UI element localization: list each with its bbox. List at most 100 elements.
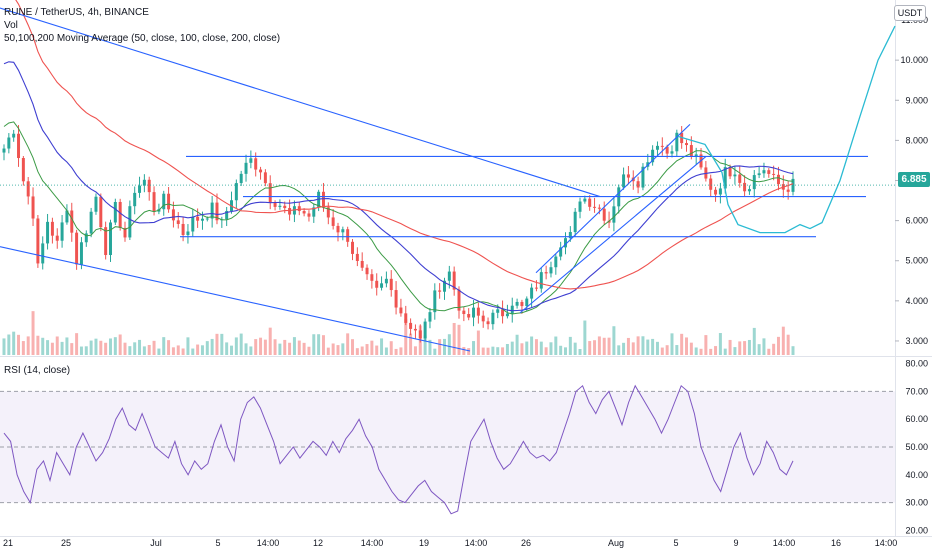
last-price-badge: 6.885	[898, 172, 930, 187]
candle-body	[568, 232, 572, 239]
candle-body	[559, 247, 563, 257]
candle-body	[210, 202, 214, 219]
candle-body	[786, 189, 790, 192]
candle-body	[660, 145, 664, 147]
candle-body	[370, 274, 374, 281]
volume-bar	[617, 345, 621, 355]
volume-bar	[12, 331, 16, 355]
rsi-axis-label: 70.00	[905, 386, 928, 396]
candle-body	[583, 198, 587, 202]
candle-body	[423, 321, 427, 339]
price-axis-label: 6.000	[905, 216, 928, 226]
volume-bar	[534, 339, 538, 355]
volume-bar	[665, 345, 669, 355]
volume-bar	[520, 343, 524, 355]
candle-body	[297, 206, 301, 212]
candle-body	[767, 170, 771, 174]
candle-body	[147, 179, 151, 193]
volume-bar	[622, 342, 626, 355]
candle-body	[249, 158, 253, 163]
candle-body	[341, 229, 345, 233]
volume-bar	[685, 337, 689, 355]
candle-body	[665, 146, 669, 154]
volume-bar	[718, 333, 722, 355]
volume-bar	[588, 341, 592, 355]
volume-bar	[142, 346, 146, 355]
volume-bar	[41, 337, 45, 355]
volume-bar	[200, 345, 204, 355]
volume-bar	[481, 347, 485, 355]
candle-body	[602, 208, 606, 221]
candle-body	[772, 173, 776, 175]
candle-body	[433, 290, 437, 313]
volume-bar	[762, 338, 766, 355]
candle-body	[312, 207, 316, 217]
candle-body	[268, 183, 272, 203]
currency-badge[interactable]: USDT	[894, 5, 926, 21]
descending-trendline-lower	[0, 246, 471, 352]
volume-bar	[326, 347, 330, 355]
volume-bar	[341, 343, 345, 355]
price-axis-label: 5.000	[905, 256, 928, 266]
volume-bar	[496, 347, 500, 355]
volume-bar	[297, 340, 301, 355]
candle-body	[481, 315, 485, 322]
volume-bar	[660, 347, 664, 355]
volume-bar	[738, 341, 742, 355]
volume-bar	[467, 348, 471, 355]
candle-body	[578, 201, 582, 212]
candle-body	[539, 272, 543, 289]
candle-body	[573, 211, 577, 233]
time-axis-label: Aug	[608, 538, 624, 548]
volume-bar	[723, 348, 727, 355]
volume-bar	[254, 339, 258, 355]
time-axis-label: 14:00	[257, 538, 280, 548]
candle-body	[418, 330, 422, 339]
candle-body	[510, 305, 514, 314]
candle-body	[278, 205, 282, 207]
volume-bar	[292, 337, 296, 355]
candle-body	[670, 151, 674, 154]
time-axis-label: 14:00	[465, 538, 488, 548]
candle-body	[113, 201, 117, 223]
volume-bar	[694, 347, 698, 355]
candle-body	[138, 185, 142, 193]
volume-bar	[321, 335, 325, 355]
candle-body	[409, 322, 413, 329]
candle-body	[714, 189, 718, 195]
volume-bar	[462, 347, 466, 355]
candle-body	[655, 145, 659, 150]
volume-bar	[365, 344, 369, 355]
ascending-channel-lower	[519, 156, 707, 314]
ascending-channel-upper	[535, 123, 691, 274]
price-axis-label: 4.000	[905, 296, 928, 306]
candle-body	[65, 210, 69, 223]
candle-body	[79, 242, 83, 265]
rsi-axis-label: 50.00	[905, 442, 928, 452]
candle-body	[41, 243, 45, 264]
rsi-axis-label: 40.00	[905, 470, 928, 480]
volume-bar	[423, 335, 427, 355]
candle-body	[321, 191, 325, 208]
candle-body	[501, 309, 505, 317]
candle-body	[384, 278, 388, 284]
volume-bar	[133, 342, 137, 355]
volume-bar	[389, 341, 393, 355]
candle-body	[346, 229, 350, 242]
volume-bar	[772, 343, 776, 355]
time-axis-label: 14:00	[361, 538, 384, 548]
volume-bar	[525, 341, 529, 355]
volume-bar	[317, 334, 321, 355]
rsi-axis-label: 20.00	[905, 525, 928, 535]
volume-bar	[312, 334, 316, 355]
volume-bar	[26, 336, 30, 355]
volume-bar	[171, 347, 175, 355]
volume-bar	[767, 348, 771, 355]
volume-bar	[46, 340, 50, 355]
candle-body	[133, 192, 137, 207]
volume-bar	[225, 342, 229, 355]
volume-bar	[714, 346, 718, 355]
candle-body	[728, 167, 732, 177]
